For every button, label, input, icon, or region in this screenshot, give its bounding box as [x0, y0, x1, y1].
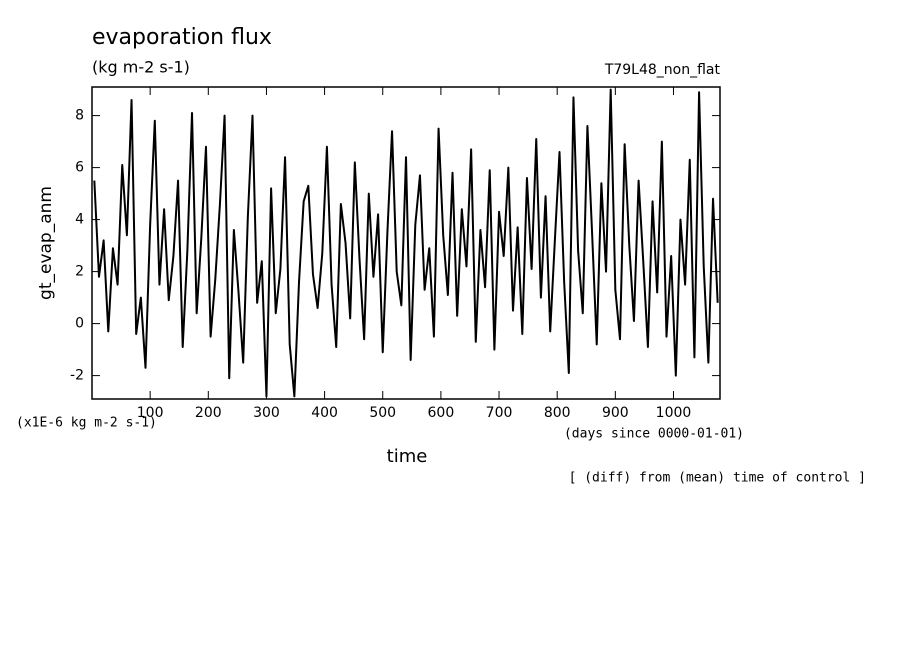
y-units: (x1E-6 kg m-2 s-1) — [16, 416, 157, 431]
x-tick-label: 900 — [602, 405, 629, 421]
y-tick-label: 6 — [75, 160, 84, 176]
x-tick-label: 600 — [428, 405, 455, 421]
x-tick-label: 800 — [544, 405, 571, 421]
experiment-label: T79L48_non_flat — [604, 62, 721, 78]
chart-title: evaporation flux — [92, 25, 272, 50]
x-tick-label: 500 — [369, 405, 396, 421]
y-tick-label: 0 — [75, 316, 84, 332]
x-units: (days since 0000-01-01) — [564, 427, 744, 442]
x-tick-label: 700 — [486, 405, 513, 421]
x-tick-label: 200 — [195, 405, 222, 421]
x-tick-label: 100 — [137, 405, 164, 421]
x-tick-label: 300 — [253, 405, 280, 421]
y-tick-label: -2 — [70, 368, 84, 384]
annotation: [ (diff) from (mean) time of control ] — [569, 471, 866, 486]
series-line — [93, 88, 719, 398]
x-tick-label: 1000 — [656, 405, 692, 421]
plot-frame — [91, 86, 721, 400]
y-tick-label: 4 — [75, 212, 84, 228]
chart-subtitle: (kg m-2 s-1) — [92, 58, 190, 77]
x-axis-label: time — [387, 446, 428, 467]
y-tick-label: 8 — [75, 108, 84, 124]
y-axis-label: gt_evap_anm — [36, 186, 56, 300]
x-tick-label: 400 — [311, 405, 338, 421]
y-tick-label: 2 — [75, 264, 84, 280]
